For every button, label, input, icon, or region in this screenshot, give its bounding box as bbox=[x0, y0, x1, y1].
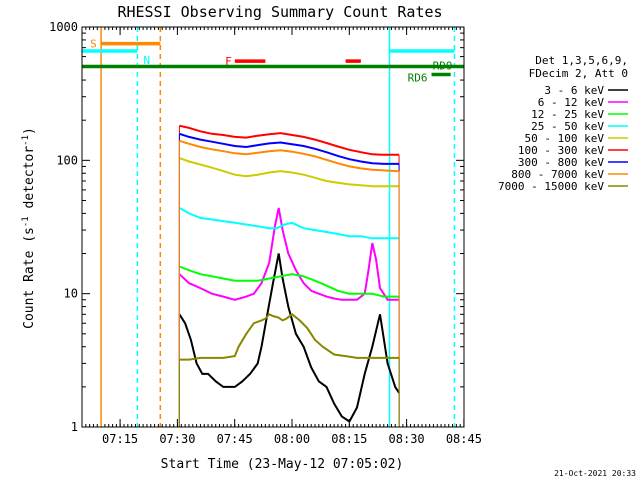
annotation-label-rd6: RD6 bbox=[408, 72, 428, 85]
annotation-label-n: N bbox=[143, 54, 150, 67]
series-line bbox=[179, 132, 400, 165]
series-line bbox=[178, 253, 400, 423]
x-tick-label: 08:15 bbox=[331, 432, 367, 446]
series-line bbox=[179, 124, 400, 156]
x-tick-label: 07:45 bbox=[217, 432, 253, 446]
legend-entry-label: 12 - 25 keV bbox=[531, 108, 604, 121]
svg-text:Count Rate (s-1 detector-1): Count Rate (s-1 detector-1) bbox=[21, 127, 37, 329]
y-tick-label: 10 bbox=[64, 287, 78, 301]
legend-entry-label: 25 - 50 keV bbox=[531, 120, 604, 133]
y-axis-label-mid: detector bbox=[22, 146, 37, 217]
series-line bbox=[179, 313, 400, 361]
plot-frame bbox=[81, 26, 465, 428]
x-axis-label: Start Time (23-May-12 07:05:02) bbox=[161, 457, 404, 472]
annotation-label-s: S bbox=[90, 38, 97, 51]
series-line bbox=[178, 207, 400, 301]
legend-entry-label: 800 - 7000 keV bbox=[511, 168, 604, 181]
y-tick-label: 1000 bbox=[49, 20, 78, 34]
y-tick-label: 1 bbox=[71, 420, 78, 434]
x-tick-label: 08:30 bbox=[389, 432, 425, 446]
legend-entry-label: 100 - 300 keV bbox=[518, 144, 604, 157]
series-line bbox=[179, 157, 400, 188]
x-tick-label: 07:30 bbox=[159, 432, 195, 446]
legend-entry-label: 50 - 100 keV bbox=[525, 132, 605, 145]
chart-title: RHESSI Observing Summary Count Rates bbox=[117, 3, 442, 21]
legend-entry-label: 7000 - 15000 keV bbox=[498, 180, 604, 193]
series-line bbox=[178, 207, 400, 240]
annotation-label-rd9: RD9 bbox=[433, 60, 453, 73]
legend-header-line: Det 1,3,5,6,9, bbox=[535, 54, 628, 67]
legend-header-line: FDecim 2, Att 0 bbox=[529, 67, 628, 80]
reference-lines bbox=[100, 27, 456, 427]
x-tick-label: 07:15 bbox=[102, 432, 138, 446]
footer-timestamp: 21-Oct-2021 20:33 bbox=[554, 469, 636, 478]
series-line bbox=[179, 139, 400, 173]
series-line bbox=[179, 265, 400, 298]
y-tick-label: 100 bbox=[56, 153, 78, 167]
legend: Det 1,3,5,6,9,FDecim 2, Att 0 3 - 6 keV6 … bbox=[498, 54, 628, 193]
annotation-label-f1: F bbox=[225, 55, 232, 68]
legend-entry-label: 6 - 12 keV bbox=[538, 96, 605, 109]
y-axis-label-sup2: -1 bbox=[21, 135, 31, 146]
x-tick-label: 08:00 bbox=[274, 432, 310, 446]
data-series bbox=[178, 124, 400, 427]
x-tick-label: 08:45 bbox=[446, 432, 482, 446]
annotation-bars: S N F RD9 RD6 bbox=[82, 38, 464, 85]
y-axis-label-end: ) bbox=[22, 127, 37, 135]
y-axis-label: Count Rate (s-1 detector-1) bbox=[21, 127, 37, 329]
y-axis-label-sup1: -1 bbox=[21, 216, 31, 227]
y-axis-label-main: Count Rate (s bbox=[22, 227, 37, 329]
legend-entry-label: 3 - 6 keV bbox=[544, 84, 604, 97]
legend-entry-label: 300 - 800 keV bbox=[518, 156, 604, 169]
